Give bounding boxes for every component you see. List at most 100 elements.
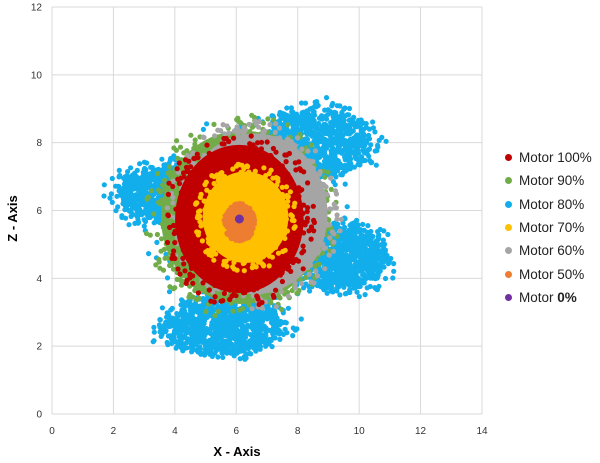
- data-point: [260, 315, 266, 321]
- data-point: [347, 166, 353, 172]
- data-point: [122, 207, 128, 213]
- data-point: [340, 235, 347, 241]
- data-point: [227, 317, 233, 323]
- data-point: [162, 177, 168, 183]
- data-point: [197, 331, 203, 337]
- data-point: [200, 126, 206, 132]
- data-point: [165, 342, 171, 348]
- data-point: [381, 264, 387, 270]
- data-point: [161, 325, 167, 331]
- data-point: [241, 314, 248, 320]
- data-point: [376, 137, 382, 143]
- data-point: [366, 266, 372, 272]
- data-point: [157, 329, 163, 335]
- data-point: [299, 124, 305, 130]
- data-point: [370, 125, 376, 131]
- data-point: [342, 224, 348, 230]
- data-point: [307, 123, 313, 130]
- data-point: [345, 162, 351, 168]
- data-point: [202, 352, 208, 358]
- data-point: [142, 218, 149, 225]
- data-point: [273, 321, 279, 327]
- data-point: [186, 312, 192, 318]
- data-point: [346, 105, 353, 112]
- data-point: [349, 234, 355, 240]
- data-point: [342, 168, 348, 174]
- data-point: [137, 161, 143, 167]
- data-point: [388, 255, 394, 262]
- data-point: [175, 155, 181, 161]
- data-point: [129, 192, 135, 198]
- data-point: [357, 283, 363, 289]
- data-point: [191, 318, 197, 324]
- data-point: [240, 330, 246, 336]
- data-point: [332, 157, 338, 163]
- data-point: [295, 121, 301, 127]
- data-point: [331, 116, 337, 122]
- data-point: [253, 348, 259, 354]
- data-point: [170, 323, 176, 329]
- data-point: [109, 199, 115, 205]
- data-point: [350, 115, 356, 122]
- data-point: [167, 169, 173, 175]
- data-point: [198, 312, 205, 319]
- data-point: [107, 195, 113, 201]
- data-point: [364, 285, 370, 291]
- data-point: [233, 323, 240, 329]
- data-point: [101, 193, 107, 199]
- data-point: [305, 130, 311, 136]
- data-point: [128, 208, 134, 214]
- data-point: [118, 192, 124, 198]
- data-point: [317, 149, 323, 155]
- data-point: [369, 252, 375, 258]
- data-point: [235, 335, 241, 341]
- data-point: [277, 336, 283, 342]
- data-point: [175, 340, 182, 346]
- data-point: [206, 329, 213, 335]
- data-point: [345, 127, 351, 133]
- data-point: [288, 105, 294, 111]
- data-point: [337, 103, 343, 109]
- data-point: [279, 306, 285, 312]
- data-point: [134, 203, 140, 209]
- data-point: [214, 326, 220, 332]
- data-point: [376, 283, 382, 289]
- data-point: [121, 175, 127, 181]
- point-clouds: [101, 95, 397, 362]
- data-point: [355, 119, 361, 126]
- data-point: [365, 223, 371, 229]
- data-point: [165, 312, 172, 318]
- data-point: [348, 242, 354, 249]
- data-point: [369, 235, 375, 241]
- data-point: [290, 325, 296, 331]
- data-point: [277, 109, 283, 116]
- data-point: [329, 123, 335, 129]
- data-point: [233, 350, 239, 356]
- data-point: [283, 320, 289, 326]
- data-point: [339, 109, 345, 116]
- data-point: [143, 170, 149, 176]
- data-point: [338, 172, 344, 178]
- data-point: [152, 177, 158, 183]
- data-point: [323, 153, 329, 160]
- data-point: [344, 281, 350, 287]
- data-point: [153, 205, 159, 211]
- data-point: [313, 131, 319, 137]
- data-point: [346, 117, 352, 123]
- data-point: [238, 348, 244, 354]
- data-point: [299, 110, 305, 116]
- data-point: [381, 254, 387, 260]
- data-point: [154, 231, 160, 238]
- data-point: [338, 115, 344, 121]
- data-point: [308, 116, 314, 122]
- data-point: [156, 322, 162, 328]
- data-point: [357, 158, 363, 164]
- data-point: [330, 100, 336, 107]
- data-point: [344, 274, 350, 280]
- data-point: [228, 332, 234, 338]
- data-point: [269, 344, 275, 350]
- data-point: [168, 318, 174, 324]
- data-point: [346, 260, 352, 266]
- data-point: [174, 311, 180, 317]
- data-point: [116, 188, 122, 194]
